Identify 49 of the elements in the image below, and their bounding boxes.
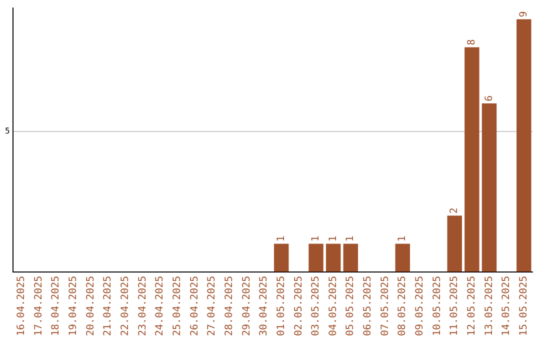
x-tick-label: 23.04.2025 bbox=[137, 276, 148, 336]
x-tick-label: 05.05.2025 bbox=[345, 276, 356, 336]
data-label: 1 bbox=[345, 236, 356, 242]
y-tick-label: 5 bbox=[4, 126, 10, 136]
bar bbox=[326, 244, 341, 272]
bar bbox=[308, 244, 324, 272]
x-tick-label: 29.04.2025 bbox=[241, 276, 252, 336]
bar bbox=[447, 216, 462, 272]
x-tick-label: 04.05.2025 bbox=[328, 276, 339, 336]
x-tick-label: 18.04.2025 bbox=[50, 276, 62, 336]
bar bbox=[274, 244, 289, 272]
x-tick-label: 03.05.2025 bbox=[310, 276, 322, 336]
data-label: 1 bbox=[328, 236, 339, 242]
bar bbox=[482, 103, 497, 272]
bar bbox=[464, 47, 480, 272]
x-tick-label: 01.05.2025 bbox=[276, 276, 287, 336]
data-label: 9 bbox=[518, 11, 530, 18]
x-tick-label: 11.05.2025 bbox=[449, 276, 460, 336]
x-tick-label: 02.05.2025 bbox=[293, 276, 304, 336]
x-tick-label: 14.05.2025 bbox=[501, 276, 512, 336]
data-label: 1 bbox=[397, 236, 408, 242]
data-label: 6 bbox=[484, 95, 495, 102]
x-tick-label: 16.04.2025 bbox=[16, 276, 28, 336]
x-tick-label: 15.05.2025 bbox=[518, 276, 530, 336]
x-tick-label: 27.04.2025 bbox=[206, 276, 218, 336]
bar bbox=[395, 244, 410, 272]
x-tick-label: 22.04.2025 bbox=[120, 276, 132, 336]
x-tick-label: 09.05.2025 bbox=[414, 276, 426, 336]
bar bbox=[516, 19, 532, 272]
x-tick-label: 17.04.2025 bbox=[33, 276, 44, 336]
bar bbox=[343, 244, 358, 272]
x-tick-label: 21.04.2025 bbox=[102, 276, 114, 336]
data-label: 1 bbox=[310, 236, 322, 242]
x-tick-label: 10.05.2025 bbox=[432, 276, 443, 336]
x-tick-label: 25.04.2025 bbox=[172, 276, 183, 336]
x-tick-label: 26.04.2025 bbox=[189, 276, 200, 336]
x-tick-label: 07.05.2025 bbox=[380, 276, 391, 336]
data-label: 2 bbox=[449, 208, 460, 214]
data-label: 8 bbox=[466, 39, 478, 46]
x-tick-label: 20.04.2025 bbox=[85, 276, 96, 336]
x-tick-label: 19.04.2025 bbox=[68, 276, 80, 336]
x-tick-label: 24.04.2025 bbox=[154, 276, 166, 336]
x-tick-label: 28.04.2025 bbox=[224, 276, 235, 336]
x-tick-label: 12.05.2025 bbox=[466, 276, 478, 336]
x-tick-label: 30.04.2025 bbox=[258, 276, 270, 336]
data-label: 1 bbox=[276, 236, 287, 242]
x-tick-label: 06.05.2025 bbox=[362, 276, 374, 336]
x-tick-label: 13.05.2025 bbox=[484, 276, 495, 336]
x-tick-label: 08.05.2025 bbox=[397, 276, 408, 336]
